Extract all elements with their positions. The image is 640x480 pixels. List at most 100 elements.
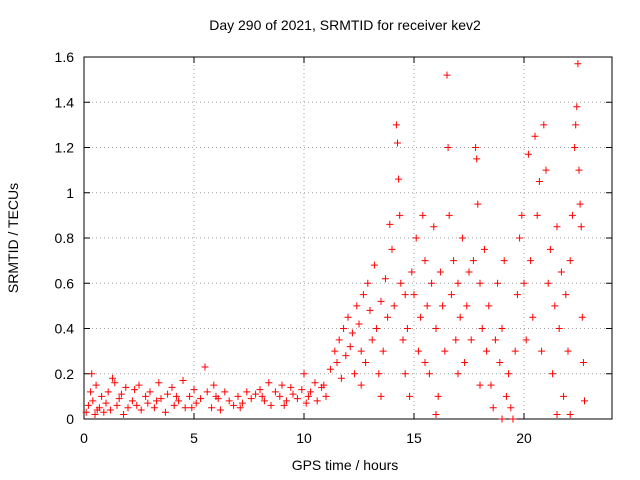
data-point [124, 404, 132, 412]
data-point [91, 410, 99, 418]
data-point [410, 291, 418, 299]
data-point [473, 155, 481, 163]
data-point [498, 415, 506, 423]
y-tick-label: 0.2 [55, 366, 75, 382]
data-point [377, 297, 385, 305]
data-point [478, 325, 486, 332]
data-point [452, 336, 460, 344]
data-point [472, 144, 480, 151]
data-point [485, 302, 493, 310]
data-point [168, 383, 176, 391]
data-point [214, 395, 222, 403]
data-point [511, 347, 519, 355]
data-point [333, 358, 341, 366]
data-point [524, 150, 532, 158]
data-point [311, 379, 319, 387]
data-point [516, 234, 524, 242]
data-point [197, 395, 205, 403]
data-point [208, 404, 216, 412]
data-point [566, 257, 574, 265]
data-point [384, 313, 392, 321]
data-point [489, 404, 497, 412]
data-point [379, 347, 387, 355]
y-tick-label: 0.6 [55, 275, 75, 291]
data-point [106, 406, 114, 414]
data-point [388, 245, 396, 253]
data-point [289, 390, 297, 398]
data-point [155, 379, 163, 387]
data-point [572, 121, 580, 129]
data-point [529, 313, 537, 321]
data-point [287, 383, 295, 391]
x-tick-label: 20 [516, 430, 532, 446]
grid-lines [84, 57, 612, 419]
data-point [221, 388, 229, 396]
data-point [557, 268, 565, 276]
data-point [300, 370, 308, 378]
data-point [465, 268, 473, 276]
data-point [128, 397, 136, 405]
data-point [423, 302, 431, 310]
data-point [408, 268, 416, 276]
data-point [575, 166, 583, 174]
data-point [467, 336, 475, 344]
data-point [571, 144, 579, 151]
y-tick-label: 1.2 [55, 140, 75, 156]
data-point [483, 347, 491, 355]
x-tick-label: 10 [296, 430, 312, 446]
data-point [102, 399, 110, 407]
data-point [89, 397, 97, 405]
y-tick-label: 1 [66, 185, 74, 201]
data-point [362, 358, 370, 366]
data-point [401, 370, 409, 378]
data-point [509, 415, 517, 423]
y-tick-label: 1.4 [55, 94, 75, 110]
data-point [203, 388, 211, 396]
data-point [381, 275, 389, 283]
y-tick-label: 0.4 [55, 321, 75, 337]
data-point [271, 388, 279, 396]
data-point [115, 395, 123, 403]
data-point [258, 392, 266, 400]
data-point [394, 139, 401, 147]
data-point [188, 404, 196, 412]
data-points [82, 60, 588, 423]
data-point [302, 399, 310, 407]
data-point [456, 313, 464, 321]
data-point [111, 379, 119, 387]
data-point [540, 121, 548, 129]
data-point [520, 279, 528, 287]
data-point [513, 291, 521, 299]
data-point [533, 211, 541, 219]
data-point [412, 234, 420, 242]
data-point [175, 397, 183, 405]
data-point [542, 166, 550, 174]
data-point [535, 177, 543, 185]
data-point [133, 401, 141, 409]
data-point [368, 336, 376, 344]
x-axis-ticks: 0 5 10 15 20 [80, 57, 532, 446]
data-point [342, 352, 350, 360]
data-point [335, 336, 343, 344]
data-point [293, 395, 301, 403]
data-point [397, 279, 405, 287]
data-point [421, 358, 429, 366]
data-point [428, 279, 436, 287]
data-point [236, 404, 244, 412]
data-point [355, 320, 363, 328]
data-point [419, 211, 427, 219]
data-point [357, 381, 365, 389]
data-point [401, 291, 409, 299]
data-point [566, 410, 574, 418]
data-point [98, 392, 106, 400]
data-point [549, 370, 557, 378]
data-point [179, 377, 187, 385]
y-tick-label: 0.8 [55, 230, 75, 246]
data-point [417, 313, 425, 321]
data-point [476, 381, 484, 389]
data-point [260, 397, 268, 405]
data-point [142, 392, 150, 400]
data-point [577, 223, 585, 231]
data-point [406, 392, 414, 400]
data-point [340, 325, 348, 332]
